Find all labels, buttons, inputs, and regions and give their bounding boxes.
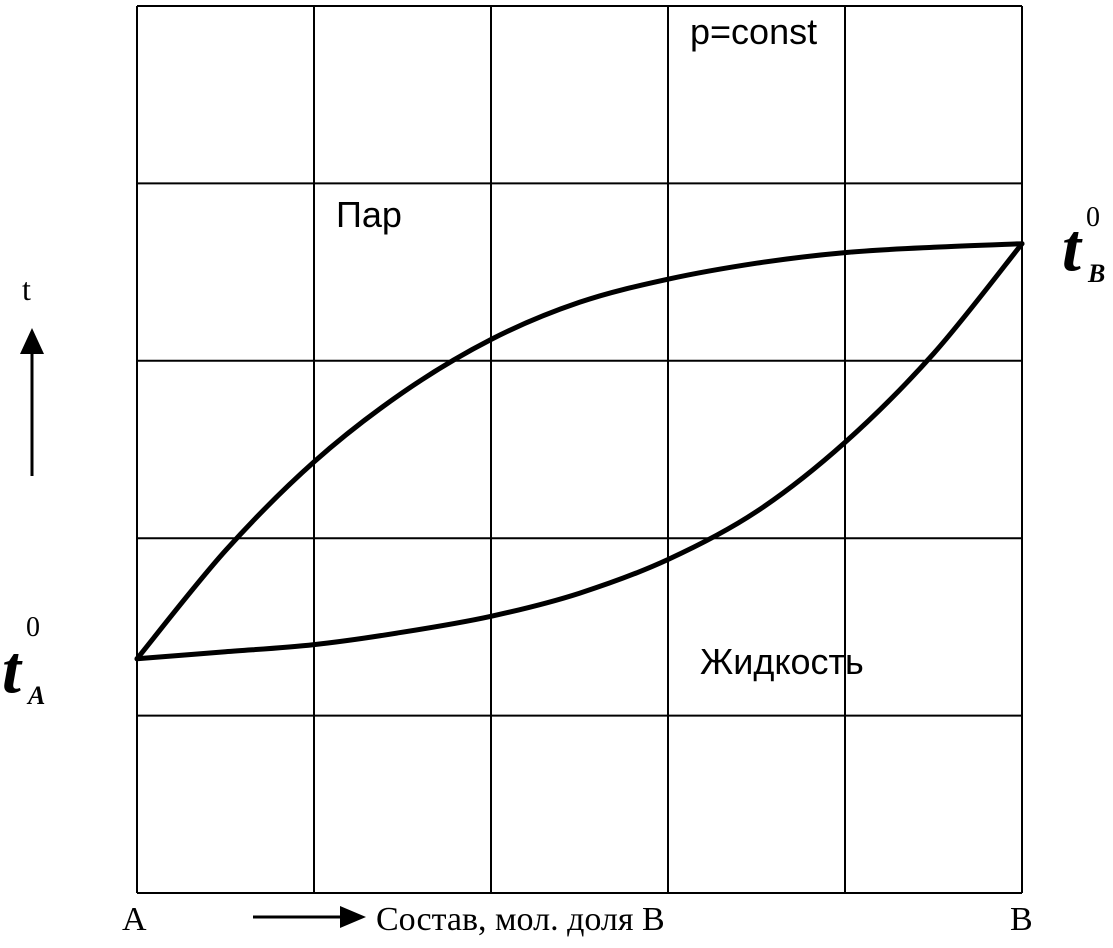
boiling-point-a-subscript: A: [26, 681, 45, 710]
boiling-point-a-symbol: t: [2, 631, 23, 707]
x-axis-arrowhead: [340, 906, 366, 928]
boiling-point-b-superscript: 0: [1086, 202, 1100, 233]
pressure-note: p=const: [690, 11, 817, 52]
boiling-point-b-subscript: B: [1087, 259, 1105, 288]
x-axis-left-end: A: [122, 901, 147, 938]
grid: [136, 5, 1023, 894]
boiling-point-a-label: t 0 A: [2, 612, 45, 710]
x-axis-label: Состав, мол. доля B: [376, 901, 665, 938]
y-axis-label: t: [22, 271, 31, 307]
x-axis-right-end: B: [1010, 901, 1033, 938]
vapor-curve: [134, 241, 1025, 662]
liquid-curve: [134, 241, 1025, 662]
liquid-region-label: Жидкость: [700, 641, 864, 682]
curves: [134, 241, 1025, 662]
boiling-point-b-symbol: t: [1062, 209, 1083, 285]
boiling-point-a-superscript: 0: [26, 612, 40, 643]
vapor-region-label: Пар: [336, 194, 402, 235]
boiling-point-b-label: t 0 B: [1062, 202, 1105, 288]
y-axis-arrowhead: [20, 328, 44, 354]
